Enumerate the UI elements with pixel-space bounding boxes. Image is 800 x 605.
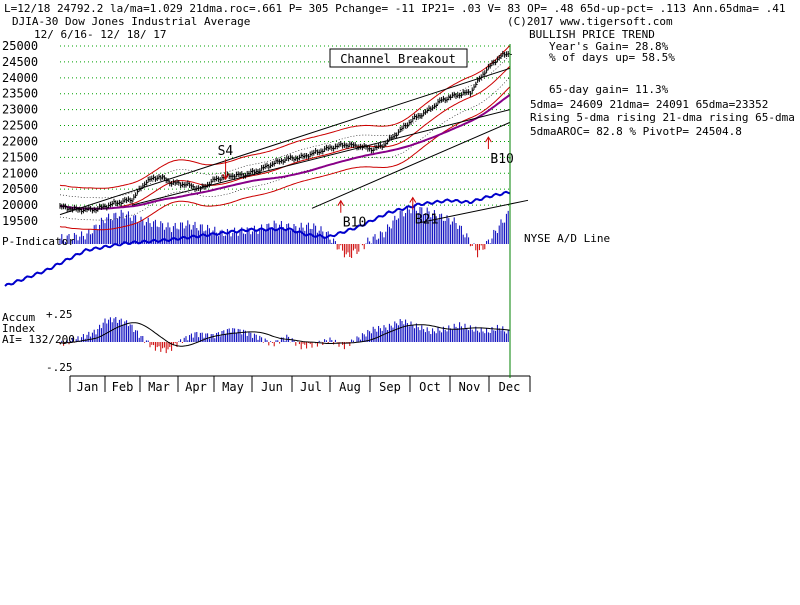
aroc-pivot: 5dmaAROC= 82.8 % PivotP= 24504.8: [530, 125, 742, 138]
month-label: Jul: [300, 380, 322, 394]
accum-ma-line: [59, 322, 511, 347]
month-label: Apr: [185, 380, 207, 394]
y-tick-label: 21500: [2, 150, 38, 164]
y-tick-label: 20000: [2, 198, 38, 212]
dma65-line: [59, 93, 511, 210]
signal-label: B10: [490, 152, 513, 167]
trend-status: BULLISH PRICE TREND: [529, 28, 655, 41]
lower-band-outer: [59, 86, 511, 231]
signal-label: B10: [343, 216, 366, 231]
y-tick-label: 22000: [2, 134, 38, 148]
month-label: Dec: [499, 380, 521, 394]
y-tick-label: 19500: [2, 214, 38, 228]
y-tick-label: 24500: [2, 55, 38, 69]
channel-breakout-label: Channel Breakout: [340, 52, 456, 66]
month-label: May: [222, 380, 244, 394]
month-label: Jun: [261, 380, 283, 394]
month-label: Aug: [339, 380, 361, 394]
y-tick-label: 20500: [2, 182, 38, 196]
signal-label: B21: [415, 213, 438, 228]
accum-ai: AI= 132/200: [2, 333, 75, 346]
nyse-ad-label: NYSE A/D Line: [524, 232, 610, 245]
month-label: Mar: [148, 380, 170, 394]
month-label: Sep: [379, 380, 401, 394]
y-tick-label: 24000: [2, 71, 38, 85]
signal-arrowhead: [337, 199, 345, 206]
month-label: Nov: [459, 380, 481, 394]
channel-upper-trendline: [59, 67, 511, 216]
p-indicator-label: P-Indicator: [2, 235, 75, 248]
accum-index-label: Index: [2, 322, 35, 335]
accum-bottom-tick: -.25: [46, 361, 73, 374]
month-label: Jan: [77, 380, 99, 394]
channel-lower-trendline: [311, 121, 511, 209]
nyse-ad-line: [4, 190, 511, 287]
signal-label: S4: [218, 144, 234, 159]
dma-values: 5dma= 24609 21dma= 24091 65dma=23352: [530, 98, 768, 111]
copyright: (C)2017 www.tigersoft.com: [507, 15, 673, 28]
y-tick-label: 21000: [2, 166, 38, 180]
years-gain: Year's Gain= 28.8%: [549, 40, 669, 53]
dma-rising: Rising 5-dma rising 21-dma rising 65-dma: [530, 111, 795, 124]
chart-title: DJIA-30 Dow Jones Industrial Average: [12, 15, 250, 28]
y-tick-label: 23000: [2, 103, 38, 117]
gain-65day: 65-day gain= 11.3%: [549, 83, 669, 96]
month-label: Feb: [112, 380, 134, 394]
header-stats: L=12/18 24792.2 la/ma=1.029 21dma.roc=.6…: [4, 2, 785, 15]
accum-top-tick: +.25: [46, 308, 73, 321]
signal-arrowhead: [484, 136, 492, 143]
signal-arrowhead: [409, 196, 417, 203]
upper-band-outer: [59, 45, 511, 189]
signal-arrowhead: [222, 173, 230, 181]
accum-label: Accum: [2, 311, 35, 324]
channel-breakout-box: [329, 48, 468, 68]
y-tick-label: 22500: [2, 119, 38, 133]
y-tick-label: 25000: [2, 39, 38, 53]
y-tick-label: 23500: [2, 87, 38, 101]
pct-days-up: % of days up= 58.5%: [549, 51, 675, 64]
date-range: 12/ 6/16- 12/ 18/ 17: [34, 28, 166, 41]
month-label: Oct: [419, 380, 441, 394]
